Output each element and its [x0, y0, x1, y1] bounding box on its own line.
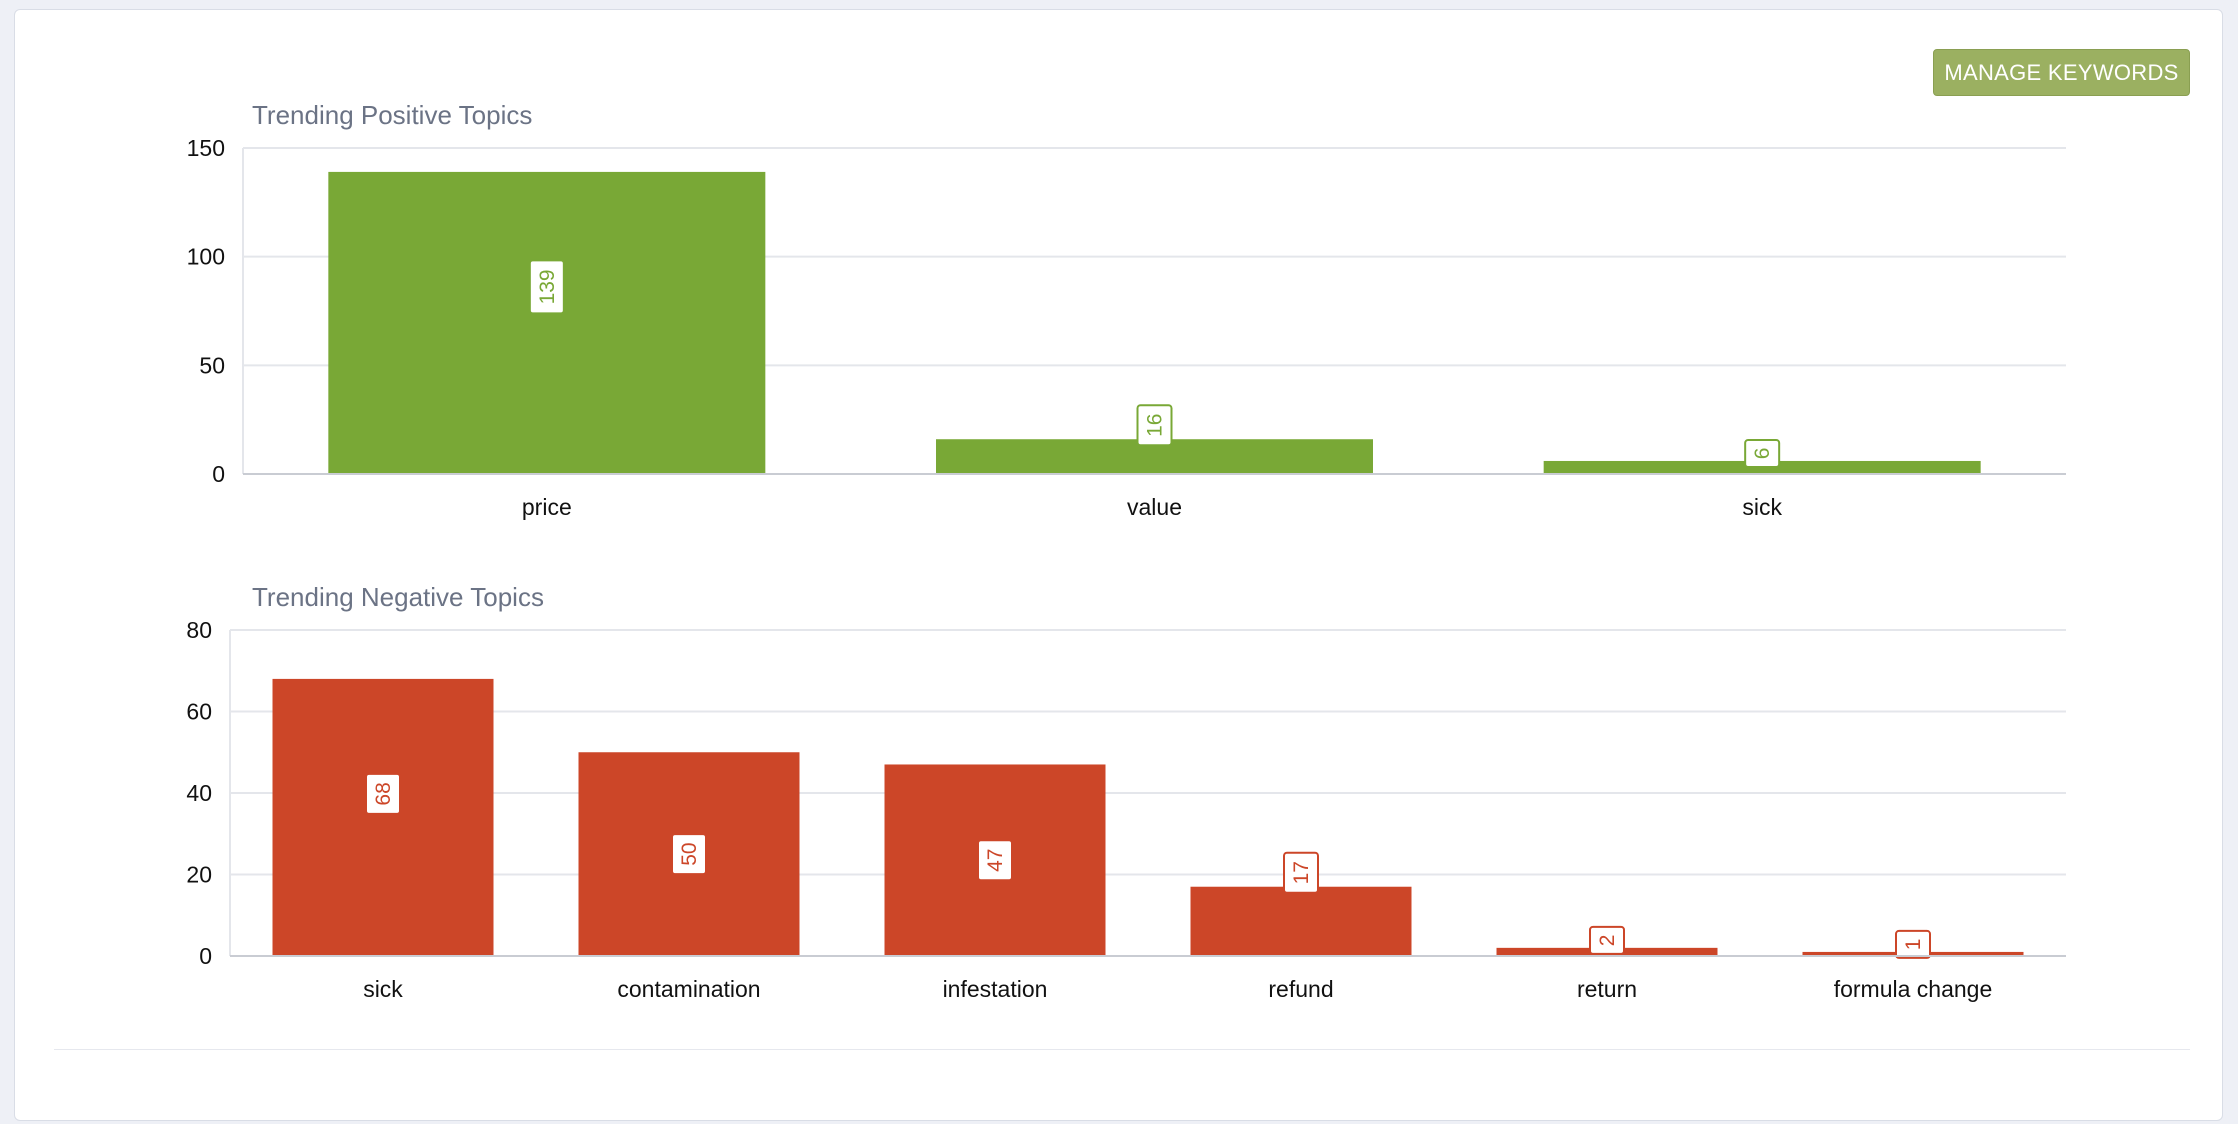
negative-x-tick-label: formula change [1834, 976, 1993, 1002]
positive-y-tick-label: 0 [212, 461, 225, 487]
section-divider [54, 1049, 2190, 1050]
positive-y-tick-label: 150 [187, 135, 225, 161]
negative-data-label: 68 [365, 772, 401, 815]
positive-data-label-text: 139 [536, 269, 559, 304]
negative-data-label: 17 [1283, 851, 1319, 894]
negative-y-tick-label: 0 [199, 943, 212, 969]
negative-data-label-text: 47 [984, 849, 1007, 872]
negative-data-label-box [1283, 851, 1319, 894]
negative-data-label: 47 [977, 839, 1013, 882]
positive-data-label-box [1744, 438, 1781, 468]
negative-chart-title: Trending Negative Topics [252, 582, 544, 612]
negative-data-label-box [365, 772, 401, 815]
negative-data-label-box [1589, 925, 1625, 955]
negative-x-tick-label: infestation [943, 976, 1048, 1002]
positive-y-tick-label: 50 [199, 352, 225, 378]
positive-data-label-box [1136, 404, 1173, 447]
positive-data-label-text: 16 [1144, 414, 1167, 437]
negative-y-tick-label: 80 [186, 617, 212, 643]
negative-data-label-box [671, 833, 707, 876]
positive-data-label: 6 [1744, 438, 1781, 468]
positive-x-tick-label: value [1127, 494, 1182, 520]
negative-data-label-text: 2 [1596, 935, 1619, 947]
positive-chart-title: Trending Positive Topics [252, 100, 532, 130]
negative-data-label: 50 [671, 833, 707, 876]
negative-data-label: 2 [1589, 925, 1625, 955]
positive-data-label: 139 [528, 259, 565, 315]
positive-data-label: 16 [1136, 404, 1173, 447]
negative-data-label-box [977, 839, 1013, 882]
positive-data-label-text: 6 [1751, 448, 1774, 460]
negative-data-label-text: 50 [678, 842, 701, 865]
negative-x-tick-label: return [1577, 976, 1637, 1002]
negative-x-tick-label: sick [363, 976, 403, 1002]
negative-x-tick-label: contamination [617, 976, 760, 1002]
positive-data-label-box [528, 259, 565, 315]
positive-x-tick-label: sick [1742, 494, 1782, 520]
negative-data-label-text: 68 [372, 782, 395, 805]
negative-bar [1190, 886, 1412, 956]
negative-y-tick-label: 60 [186, 699, 212, 725]
positive-x-tick-label: price [522, 494, 572, 520]
negative-data-label-box [1895, 929, 1931, 959]
negative-data-label-text: 1 [1902, 939, 1925, 951]
negative-bar [272, 678, 494, 956]
negative-data-label: 1 [1895, 929, 1931, 959]
negative-x-tick-label: refund [1268, 976, 1333, 1002]
positive-bar [328, 171, 766, 474]
positive-y-tick-label: 100 [187, 244, 225, 270]
negative-y-tick-label: 40 [186, 780, 212, 806]
manage-keywords-button[interactable]: MANAGE KEYWORDS [1933, 49, 2190, 96]
negative-y-tick-label: 20 [186, 862, 212, 888]
negative-data-label-text: 17 [1290, 861, 1313, 884]
